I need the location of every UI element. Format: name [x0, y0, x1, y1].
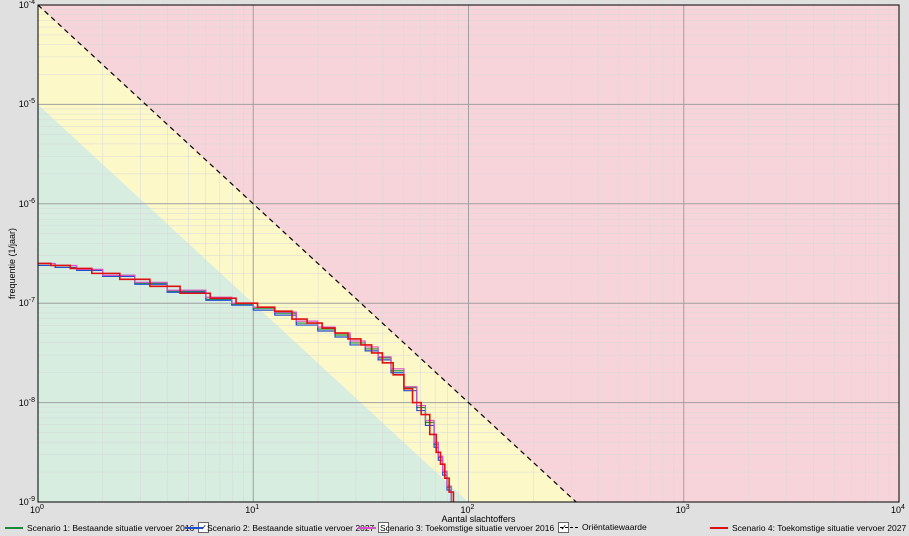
x-tick-label: 104: [891, 504, 905, 515]
y-tick-label: 10-8: [19, 397, 35, 408]
legend-label: Scenario 2: Bestaande situatie vervoer 2…: [207, 523, 374, 533]
y-axis-label: frequentie (1/jaar): [7, 219, 17, 299]
legend-item: Scenario 3: Toekomstige situatie vervoer…: [358, 522, 569, 533]
x-tick-label: 103: [676, 504, 690, 515]
legend-label: Oriëntatiewaarde: [582, 522, 647, 532]
legend-item: Scenario 1: Bestaande situatie vervoer 2…: [5, 522, 209, 533]
legend-item: Oriëntatiewaarde: [560, 522, 647, 532]
x-tick-label: 100: [30, 504, 44, 515]
y-tick-label: 10-4: [19, 0, 35, 10]
x-tick-label: 101: [245, 504, 259, 515]
y-tick-label: 10-5: [19, 98, 35, 109]
legend-label: Scenario 4: Toekomstige situatie vervoer…: [732, 523, 906, 533]
fn-chart: 10-910-810-710-610-510-4100101102103104f…: [0, 0, 909, 536]
legend-item: Scenario 4: Toekomstige situatie vervoer…: [710, 522, 909, 533]
legend-label: Scenario 3: Toekomstige situatie vervoer…: [380, 523, 554, 533]
legend-swatch-icon: [358, 527, 376, 529]
chart-svg: [0, 0, 909, 536]
legend-swatch-icon: [560, 527, 578, 528]
y-tick-label: 10-6: [19, 198, 35, 209]
legend-label: Scenario 1: Bestaande situatie vervoer 2…: [27, 523, 194, 533]
legend-swatch-icon: [185, 527, 203, 529]
legend-swatch-icon: [710, 527, 728, 529]
legend-swatch-icon: [5, 527, 23, 529]
y-tick-label: 10-7: [19, 297, 35, 308]
